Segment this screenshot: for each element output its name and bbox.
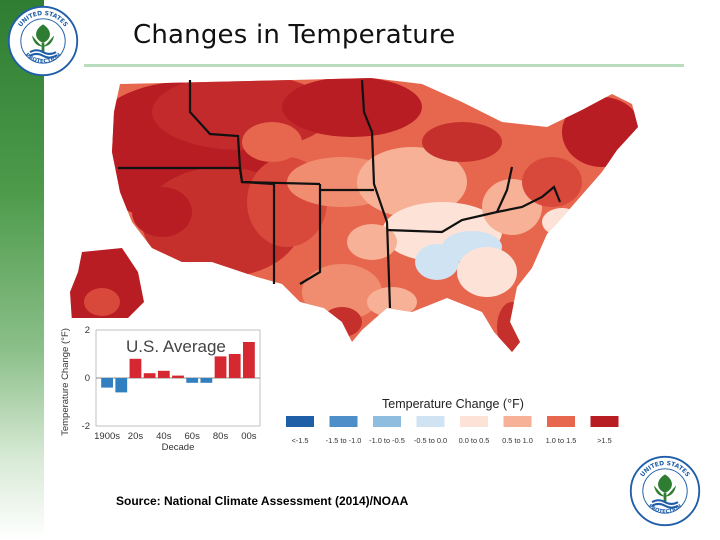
logo-bottom-text: PROTECTION xyxy=(647,503,683,515)
x-tick-label: 00s xyxy=(241,431,257,442)
bar xyxy=(101,378,113,388)
legend-swatch xyxy=(590,416,619,427)
bar xyxy=(143,373,156,378)
green-side-bar xyxy=(0,0,44,540)
legend-swatch xyxy=(329,416,358,427)
svg-text:PROTECTION: PROTECTION xyxy=(647,503,683,515)
bar xyxy=(115,378,128,393)
chart-background xyxy=(56,318,268,454)
page-title: Changes in Temperature xyxy=(133,20,456,50)
legend-swatch xyxy=(547,416,575,427)
region-borders xyxy=(118,79,562,309)
temperature-map xyxy=(70,78,638,352)
legend-swatch xyxy=(416,416,445,427)
legend-swatch xyxy=(373,416,401,427)
chart-ylabel: Temperature Change (°F) xyxy=(60,328,71,436)
bar xyxy=(214,356,227,378)
epa-seal-icon: UNITED STATES PROTECTION xyxy=(7,5,79,77)
y-tick-label: -2 xyxy=(82,421,90,432)
legend-label: -1.0 to -0.5 xyxy=(369,436,405,445)
legend-label: 0.0 to 0.5 xyxy=(459,436,490,445)
us-average-chart: U.S. Average Temperature Change (°F) Dec… xyxy=(56,318,268,454)
legend-title: Temperature Change (°F) xyxy=(382,397,524,411)
legend-swatch xyxy=(286,416,314,427)
title-underline xyxy=(84,64,684,67)
x-tick-label: 80s xyxy=(213,431,229,442)
x-tick-label: 40s xyxy=(156,431,172,442)
y-tick-label: 2 xyxy=(85,325,90,336)
bar xyxy=(243,342,255,378)
chart-xlabel: Decade xyxy=(162,442,195,453)
x-tick-label: 20s xyxy=(128,431,144,442)
y-tick-label: 0 xyxy=(85,373,90,384)
x-tick-label: 1900s xyxy=(94,431,120,442)
bar xyxy=(129,358,142,378)
chart-title: U.S. Average xyxy=(126,337,226,356)
legend-swatch xyxy=(460,416,488,427)
x-tick-label: 60s xyxy=(185,431,201,442)
source-caption: Source: National Climate Assessment (201… xyxy=(116,494,409,508)
legend-label: -1.5 to -1.0 xyxy=(326,436,362,445)
bar xyxy=(200,378,213,383)
legend-label: 1.0 to 1.5 xyxy=(546,436,577,445)
legend-label: 0.5 to 1.0 xyxy=(502,436,533,445)
bar xyxy=(228,354,241,378)
legend-label: -0.5 to 0.0 xyxy=(414,436,447,445)
bar xyxy=(186,378,199,383)
legend-label: <-1.5 xyxy=(291,436,308,445)
temperature-legend: Temperature Change (°F) <-1.5 -1.5 to -1.… xyxy=(286,397,619,445)
legend-swatch xyxy=(503,416,532,427)
bar xyxy=(157,370,170,378)
epa-seal-icon: UNITED STATES PROTECTION xyxy=(629,455,701,527)
legend-label: >1.5 xyxy=(597,436,612,445)
bar xyxy=(172,375,184,378)
